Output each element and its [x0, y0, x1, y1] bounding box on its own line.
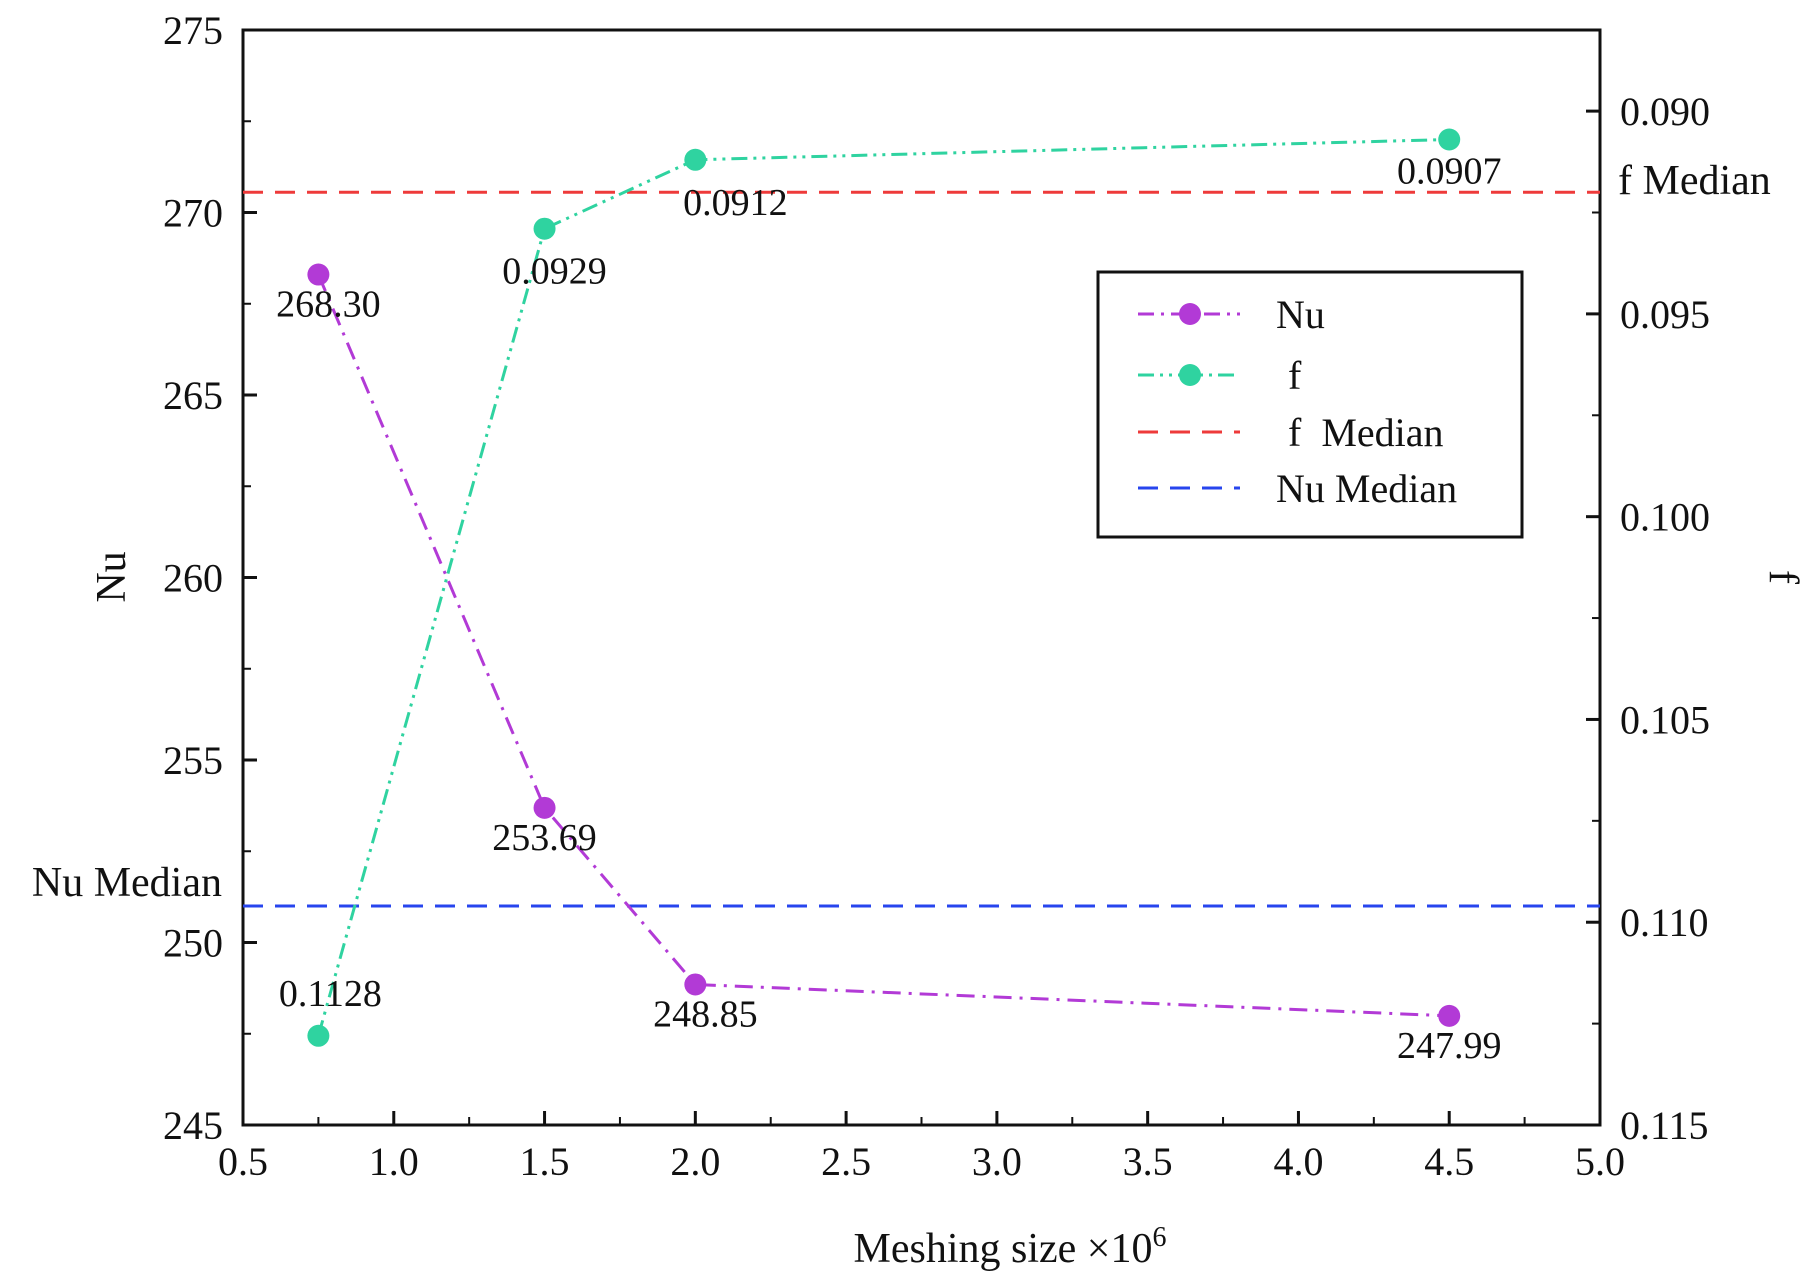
y-left-tick-label: 250 — [163, 921, 223, 966]
y-axis-title-left: Nu — [89, 551, 135, 602]
legend-nu-median-label: Nu Median — [1276, 466, 1457, 511]
y-right-tick-label: 0.105 — [1620, 697, 1710, 742]
nu-point — [1438, 1004, 1461, 1027]
nu-point — [684, 973, 707, 996]
x-axis-title: Meshing size ×106 — [854, 1222, 1167, 1272]
y-right-tick-label: 0.115 — [1620, 1103, 1709, 1148]
legend: Nu f f Median Nu Median — [1096, 270, 1524, 539]
x-tick-label: 0.5 — [218, 1139, 268, 1184]
f-data-label: 0.1128 — [279, 973, 382, 1015]
f-data-label: 0.0907 — [1397, 151, 1502, 193]
x-tick-label: 2.5 — [821, 1139, 871, 1184]
f-point — [1438, 128, 1461, 151]
y-right-tick-label: 0.100 — [1620, 495, 1710, 540]
x-tick-label: 5.0 — [1575, 1139, 1625, 1184]
x-tick-label: 3.0 — [972, 1139, 1022, 1184]
plot-area — [241, 28, 1602, 1127]
x-tick-label: 3.5 — [1123, 1139, 1173, 1184]
legend-f-median-label: f Median — [1288, 410, 1444, 455]
nu-data-label: 247.99 — [1397, 1025, 1502, 1067]
nu-series-line — [317, 273, 1450, 1018]
legend-nu-label: Nu — [1276, 292, 1325, 337]
legend-nu-marker — [1179, 303, 1201, 325]
plot-frame — [241, 28, 1602, 1127]
f-data-label: 0.0929 — [502, 251, 607, 293]
x-tick-label: 1.5 — [520, 1139, 570, 1184]
nu-point — [307, 263, 330, 286]
f-point — [533, 217, 556, 240]
y-left-tick-label: 275 — [163, 8, 223, 53]
x-tick-label: 4.5 — [1424, 1139, 1474, 1184]
x-axis-title-superscript: 6 — [1152, 1222, 1166, 1253]
nu-data-label: 248.85 — [653, 993, 758, 1035]
nu-median-label: Nu Median — [32, 860, 222, 906]
axes: 0.5 1.0 1.5 2.0 2.5 3.0 3.5 4.0 4.5 5.0 245 250 255 2… — [163, 8, 1710, 1184]
y-left-tick-label: 270 — [163, 191, 223, 236]
nu-data-label: 253.69 — [492, 817, 597, 859]
y-axis-title-right: f — [1760, 570, 1806, 584]
x-axis-title-text: Meshing size ×10 — [854, 1226, 1153, 1272]
f-series-line — [316, 138, 1450, 1037]
y-right-tick-label: 0.110 — [1620, 900, 1709, 945]
f-data-label: 0.0912 — [683, 182, 788, 224]
series-layer — [243, 128, 1600, 1047]
y-left-tick-label: 260 — [163, 556, 223, 601]
nu-data-label: 268.30 — [276, 284, 381, 326]
y-left-tick-label: 255 — [163, 738, 223, 783]
f-median-label: f Median — [1618, 158, 1771, 204]
nu-point — [533, 796, 556, 819]
y-left-tick-label: 265 — [163, 373, 223, 418]
f-point — [307, 1024, 330, 1047]
y-right-tick-label: 0.090 — [1620, 89, 1710, 134]
x-tick-label: 4.0 — [1273, 1139, 1323, 1184]
x-tick-label: 1.0 — [369, 1139, 419, 1184]
legend-box — [1096, 270, 1524, 539]
legend-f-label: f — [1288, 353, 1302, 398]
x-tick-label: 2.0 — [670, 1139, 720, 1184]
labels-layer: f Median Nu Median 268.30 253.69 248.85 247.9… — [32, 151, 1771, 1067]
y-left-tick-label: 245 — [163, 1103, 223, 1148]
f-point — [684, 148, 707, 171]
y-right-tick-label: 0.095 — [1620, 292, 1710, 337]
legend-f-marker — [1179, 364, 1201, 386]
